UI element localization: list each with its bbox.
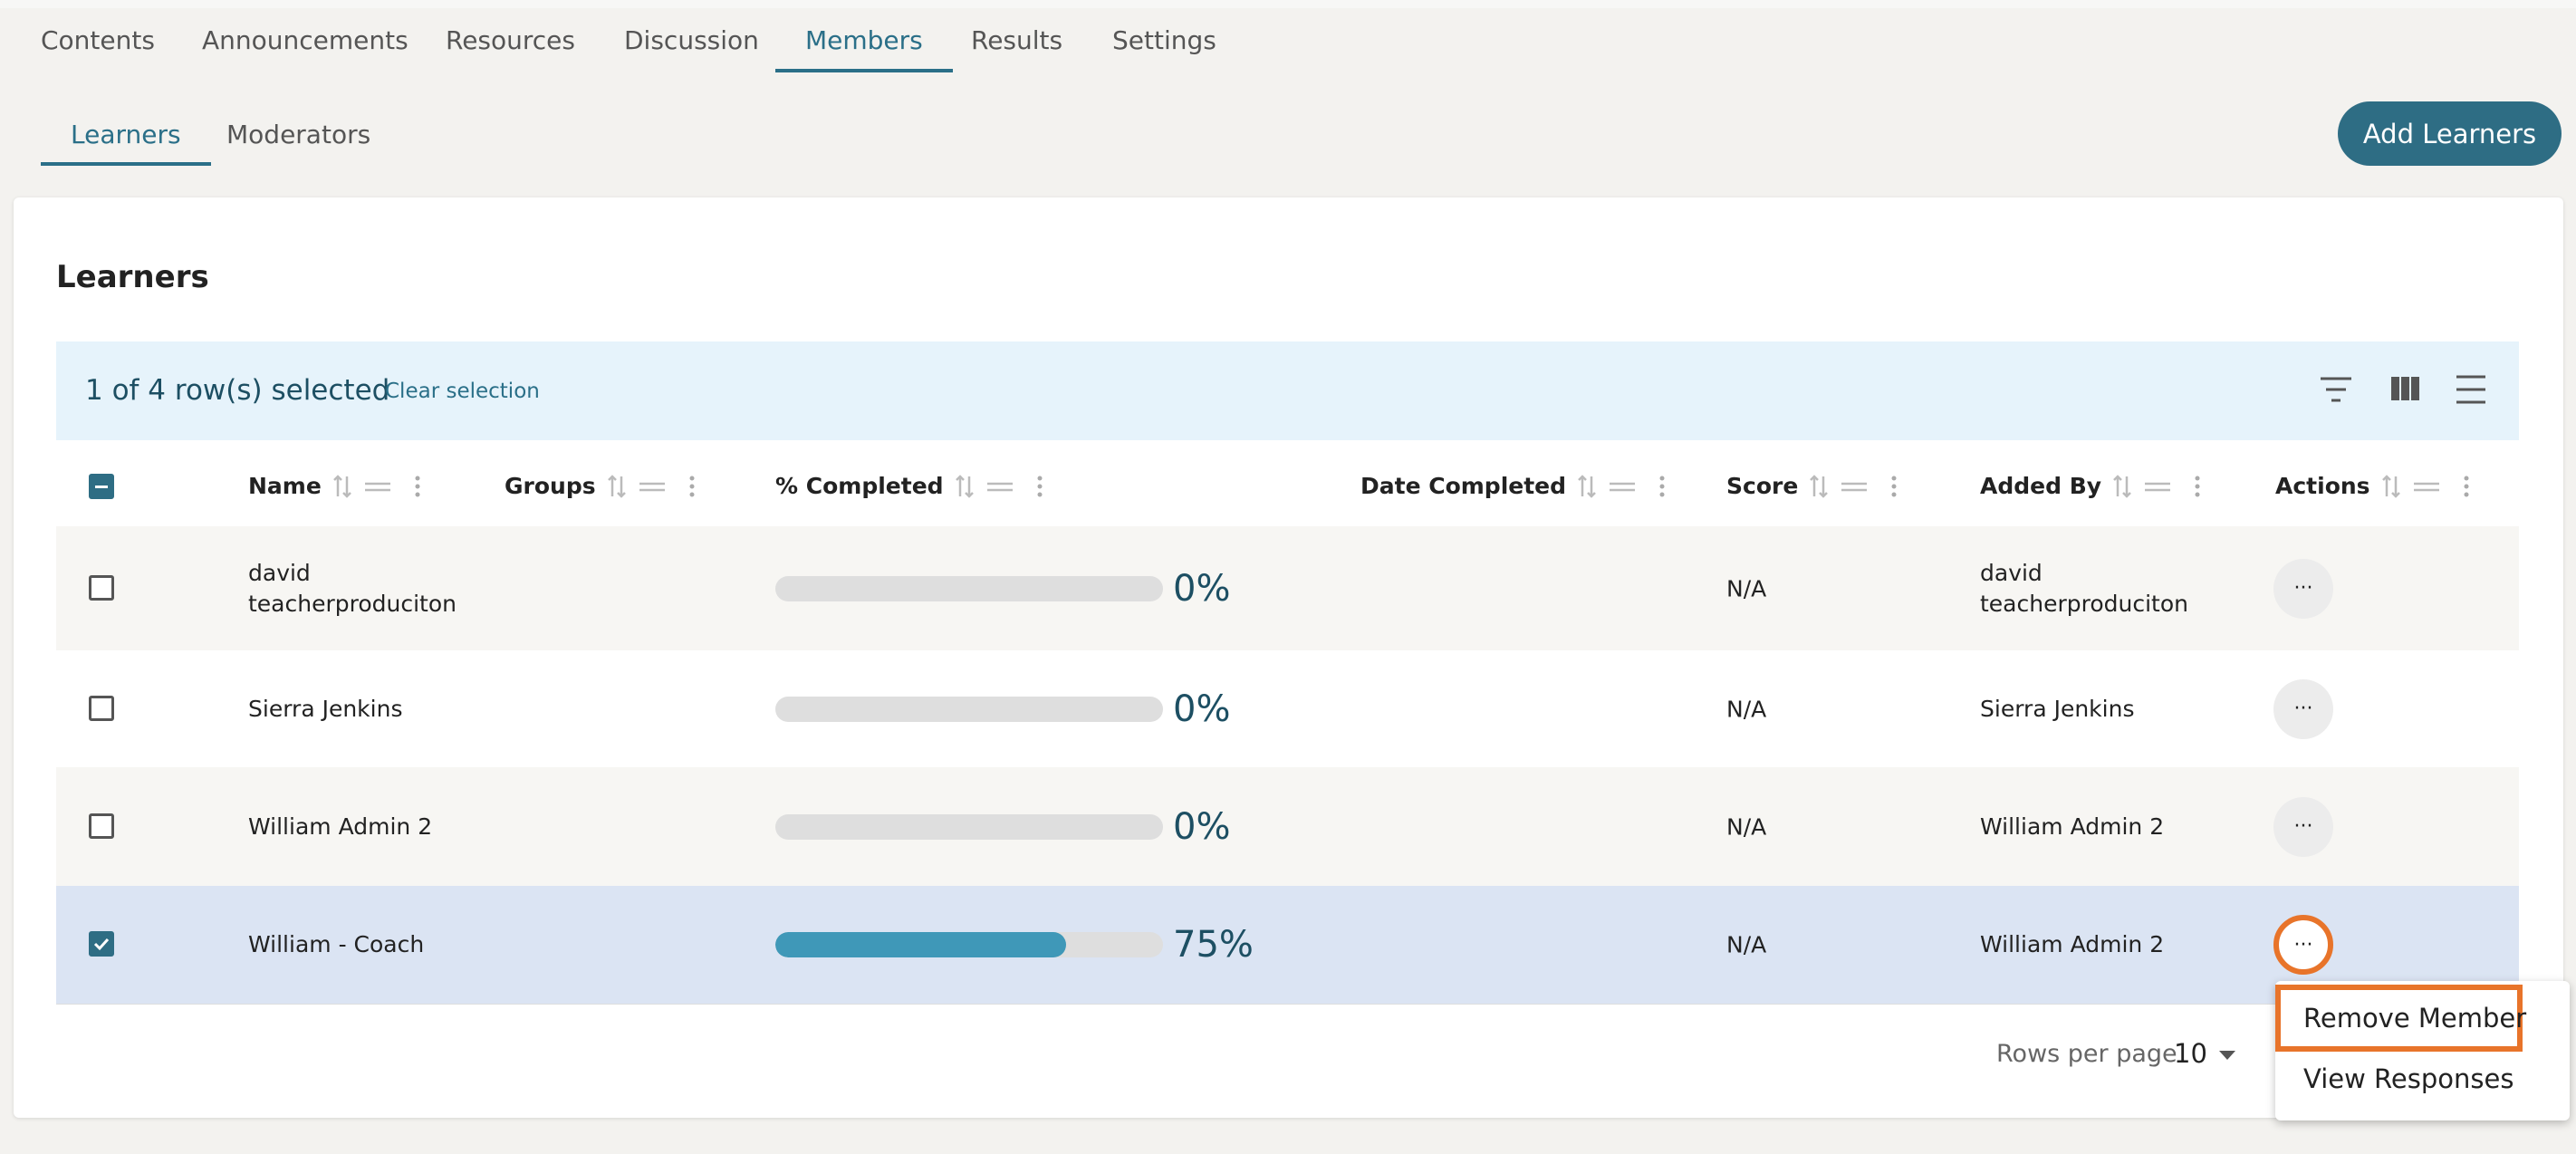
added-by-cell: William Admin 2 bbox=[1980, 813, 2165, 840]
added-by-cell: William Admin 2 bbox=[1980, 931, 2165, 957]
select-all-checkbox[interactable] bbox=[89, 474, 114, 499]
column-header[interactable]: Added By bbox=[1980, 473, 2102, 499]
card-title: Learners bbox=[56, 259, 209, 295]
selection-text: 1 of 4 row(s) selected bbox=[85, 374, 390, 407]
score-cell: N/A bbox=[1726, 696, 1767, 722]
name-cell: William Admin 2 bbox=[248, 813, 433, 840]
column-header[interactable]: Actions bbox=[2275, 473, 2370, 499]
progress-fill bbox=[775, 932, 1066, 957]
row-checkbox[interactable] bbox=[89, 813, 114, 839]
row-checkbox[interactable] bbox=[89, 574, 114, 601]
add-learners-button[interactable]: Add Learners bbox=[2338, 101, 2562, 166]
rows-per-page-value[interactable]: 10 bbox=[2174, 1038, 2207, 1069]
score-cell: N/A bbox=[1726, 813, 1767, 840]
table-row bbox=[56, 767, 2519, 887]
percent-label: 0% bbox=[1173, 688, 1231, 730]
progress-track bbox=[775, 813, 1163, 840]
column-controls[interactable] bbox=[332, 473, 432, 500]
column-controls[interactable] bbox=[2112, 473, 2212, 500]
dropdown-arrow[interactable] bbox=[2219, 1051, 2235, 1060]
table-row bbox=[56, 526, 2519, 651]
table-row bbox=[56, 650, 2519, 768]
progress-track bbox=[775, 696, 1163, 722]
column-controls[interactable] bbox=[1809, 473, 1908, 500]
column-header[interactable]: Score bbox=[1726, 473, 1799, 499]
menu-item[interactable]: Remove Member bbox=[2303, 1003, 2527, 1034]
tab[interactable]: Discussion bbox=[624, 25, 759, 55]
column-controls[interactable] bbox=[2381, 473, 2481, 500]
progress-track bbox=[775, 932, 1163, 957]
column-controls[interactable] bbox=[607, 473, 706, 500]
row-checkbox[interactable] bbox=[89, 931, 114, 957]
subtab-underline bbox=[41, 162, 211, 166]
column-controls[interactable] bbox=[1577, 473, 1677, 500]
percent-label: 0% bbox=[1173, 805, 1231, 848]
menu-highlight bbox=[2275, 985, 2523, 1052]
actions-button[interactable]: ··· bbox=[2273, 796, 2333, 857]
table-row bbox=[56, 886, 2519, 1005]
column-header[interactable]: % Completed bbox=[775, 473, 944, 499]
added-by-cell: Sierra Jenkins bbox=[1980, 695, 2135, 722]
subtab[interactable]: Learners bbox=[71, 120, 181, 149]
tab-underline bbox=[775, 69, 953, 72]
clear-selection[interactable]: Clear selection bbox=[385, 380, 540, 403]
row-checkbox[interactable] bbox=[89, 695, 114, 721]
tab[interactable]: Resources bbox=[446, 25, 575, 55]
selection-bar bbox=[56, 341, 2519, 440]
name-cell: david teacherproduciton bbox=[248, 559, 457, 617]
column-header[interactable]: Name bbox=[248, 473, 322, 499]
added-by-cell: david teacherproduciton bbox=[1980, 559, 2188, 617]
tab[interactable]: Announcements bbox=[202, 25, 409, 55]
actions-button[interactable]: ··· bbox=[2273, 678, 2333, 739]
top-strip bbox=[0, 0, 2576, 8]
score-cell: N/A bbox=[1726, 931, 1767, 958]
subtab[interactable]: Moderators bbox=[226, 120, 371, 149]
actions-button[interactable]: ··· bbox=[2273, 915, 2333, 975]
name-cell: William - Coach bbox=[248, 931, 425, 957]
column-controls[interactable] bbox=[955, 473, 1054, 500]
percent-label: 0% bbox=[1173, 567, 1231, 610]
column-header[interactable]: Date Completed bbox=[1360, 473, 1567, 499]
tab[interactable]: Results bbox=[971, 25, 1063, 55]
actions-button[interactable]: ··· bbox=[2273, 558, 2333, 619]
tab[interactable]: Contents bbox=[41, 25, 155, 55]
name-cell: Sierra Jenkins bbox=[248, 695, 403, 722]
percent-label: 75% bbox=[1173, 924, 1254, 966]
rows-per-page-label: Rows per page bbox=[1996, 1040, 2177, 1068]
tab[interactable]: Members bbox=[805, 25, 923, 55]
progress-track bbox=[775, 575, 1163, 601]
menu-item[interactable]: View Responses bbox=[2303, 1063, 2514, 1094]
toolbar-icons[interactable] bbox=[2319, 371, 2500, 411]
score-cell: N/A bbox=[1726, 575, 1767, 601]
tab[interactable]: Settings bbox=[1112, 25, 1216, 55]
column-header[interactable]: Groups bbox=[505, 473, 596, 499]
